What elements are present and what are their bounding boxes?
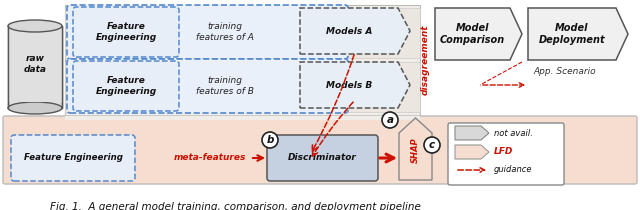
FancyBboxPatch shape (73, 61, 179, 111)
Text: Feature Engineering: Feature Engineering (24, 154, 122, 163)
Text: Discriminator: Discriminator (287, 154, 356, 163)
FancyBboxPatch shape (73, 7, 179, 57)
Text: training
features of B: training features of B (196, 76, 254, 96)
Text: Feature
Engineering: Feature Engineering (95, 22, 157, 42)
Text: disagreement: disagreement (420, 25, 429, 95)
Ellipse shape (8, 102, 62, 114)
Text: training
features of A: training features of A (196, 22, 254, 42)
Circle shape (424, 137, 440, 153)
FancyBboxPatch shape (3, 116, 637, 184)
FancyBboxPatch shape (65, 8, 420, 58)
Bar (8, 26, 62, 102)
Text: a: a (387, 115, 394, 125)
Polygon shape (435, 8, 522, 60)
Text: guidance: guidance (494, 165, 532, 175)
Text: App. Scenario: App. Scenario (534, 67, 596, 76)
Text: c: c (429, 140, 435, 150)
FancyBboxPatch shape (65, 5, 420, 120)
Polygon shape (300, 8, 410, 54)
Text: Models B: Models B (326, 80, 372, 89)
Text: Fig. 1.  A general model training, comparison, and deployment pipeline: Fig. 1. A general model training, compar… (49, 202, 420, 210)
Text: raw
data: raw data (24, 54, 47, 74)
Ellipse shape (8, 20, 62, 32)
FancyBboxPatch shape (65, 116, 420, 120)
FancyBboxPatch shape (448, 123, 564, 185)
FancyBboxPatch shape (11, 135, 135, 181)
Text: not avail.: not avail. (494, 129, 533, 138)
Text: Feature
Engineering: Feature Engineering (95, 76, 157, 96)
Circle shape (382, 112, 398, 128)
Text: meta-features: meta-features (174, 154, 246, 163)
Bar (8, 26, 62, 108)
Polygon shape (399, 118, 432, 180)
Text: Model
Deployment: Model Deployment (539, 23, 605, 45)
Text: SHAP: SHAP (411, 137, 420, 163)
Polygon shape (300, 62, 410, 108)
FancyBboxPatch shape (67, 59, 348, 113)
Text: LFD: LFD (494, 147, 513, 156)
Circle shape (262, 132, 278, 148)
Text: Models A: Models A (326, 26, 372, 35)
FancyBboxPatch shape (67, 5, 348, 59)
Text: Model
Comparison: Model Comparison (440, 23, 505, 45)
Polygon shape (528, 8, 628, 60)
Polygon shape (455, 145, 489, 159)
Polygon shape (455, 126, 489, 140)
Text: b: b (266, 135, 274, 145)
FancyBboxPatch shape (267, 135, 378, 181)
FancyBboxPatch shape (65, 62, 420, 112)
